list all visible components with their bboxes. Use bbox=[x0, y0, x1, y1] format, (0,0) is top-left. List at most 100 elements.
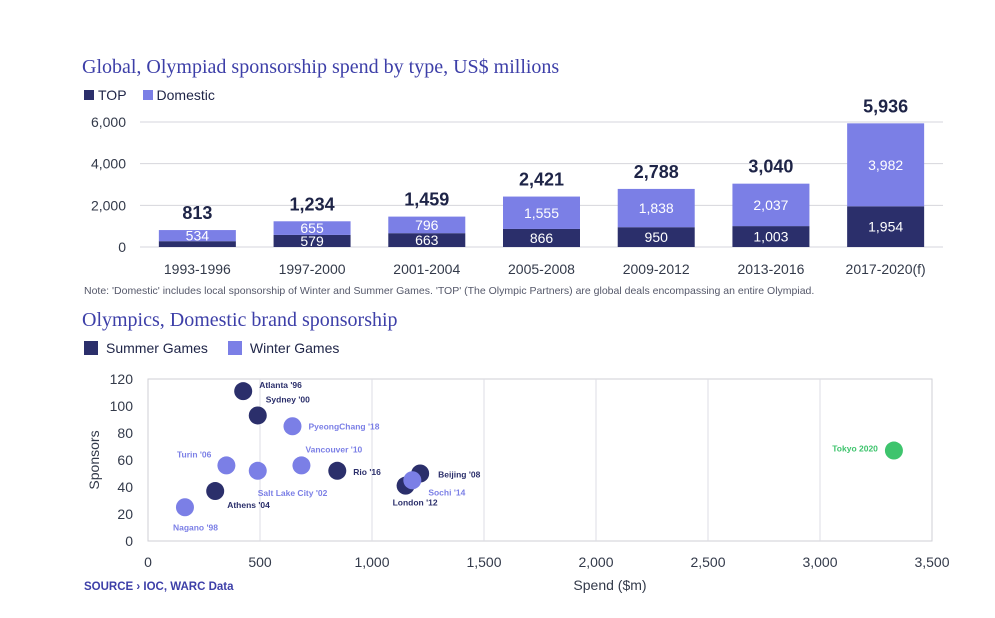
scatter-x-tick-label: 3,500 bbox=[914, 554, 949, 570]
domestic-legend-swatch bbox=[142, 90, 153, 100]
top-bar-segment bbox=[388, 233, 466, 247]
scatter-point-label: Sydney '00 bbox=[266, 394, 310, 404]
domestic-bar-segment bbox=[732, 183, 810, 227]
top-bar-segment bbox=[847, 206, 925, 247]
domestic-value-label: 1,555 bbox=[524, 205, 559, 221]
scatter-y-tick-label: 100 bbox=[110, 398, 134, 414]
scatter-point bbox=[884, 441, 903, 460]
domestic-bar-segment bbox=[158, 230, 236, 242]
bar-category-label: 1993-1996 bbox=[164, 261, 231, 277]
scatter-point-label: Salt Lake City '02 bbox=[258, 488, 328, 498]
bar-total-label: 3,040 bbox=[748, 157, 793, 177]
summer-legend-swatch bbox=[84, 341, 98, 355]
domestic-bar-segment bbox=[273, 221, 351, 235]
scatter-plot-frame bbox=[147, 378, 933, 542]
scatter-point-label: Sochi '14 bbox=[428, 487, 465, 497]
scatter-y-tick-label: 60 bbox=[117, 452, 133, 468]
scatter-x-tick-label: 2,500 bbox=[690, 554, 725, 570]
bar-y-tick-label: 4,000 bbox=[91, 156, 126, 172]
scatter-point bbox=[248, 406, 267, 425]
scatter-y-tick-label: 120 bbox=[110, 371, 134, 387]
scatter-x-axis-title: Spend ($m) bbox=[573, 577, 646, 593]
scatter-point-label: PyeongChang '18 bbox=[308, 421, 379, 431]
scatter-x-tick-label: 3,000 bbox=[802, 554, 837, 570]
scatter-point bbox=[403, 471, 422, 490]
scatter-point-label: Vancouver '10 bbox=[305, 444, 362, 454]
scatter-point-label: Turin '06 bbox=[177, 449, 212, 459]
top-bar-segment bbox=[158, 241, 236, 247]
source-note: SOURCE › IOC, WARC Data bbox=[84, 581, 234, 593]
scatter-x-tick-label: 500 bbox=[248, 554, 272, 570]
domestic-bar-segment bbox=[847, 123, 925, 207]
domestic-bar-segment bbox=[617, 188, 695, 228]
top-bar-segment bbox=[273, 234, 351, 247]
scatter-y-tick-label: 80 bbox=[117, 425, 133, 441]
top-bar-segment bbox=[617, 227, 695, 247]
bar-category-label: 1997-2000 bbox=[279, 261, 346, 277]
scatter-point bbox=[217, 456, 236, 475]
winter-legend-label: Winter Games bbox=[249, 340, 340, 356]
bar-total-label: 1,459 bbox=[404, 190, 449, 210]
domestic-value-label: 655 bbox=[300, 220, 324, 236]
top-legend-swatch bbox=[84, 90, 94, 100]
scatter-point-label: Rio '16 bbox=[353, 467, 381, 477]
top-legend-label: TOP bbox=[98, 87, 127, 103]
bar-category-label: 2009-2012 bbox=[623, 261, 690, 277]
bar-y-tick-label: 6,000 bbox=[91, 114, 126, 130]
bar-total-label: 1,234 bbox=[290, 194, 335, 214]
winter-legend-swatch bbox=[227, 341, 242, 355]
scatter-point-label: Athens '04 bbox=[227, 500, 270, 510]
scatter-x-tick-label: 2,000 bbox=[578, 554, 613, 570]
bar-category-label: 2013-2016 bbox=[737, 261, 804, 277]
top-value-label: 579 bbox=[300, 233, 324, 249]
top-value-label: 1,954 bbox=[868, 219, 903, 235]
top-value-label: 866 bbox=[530, 230, 554, 246]
scatter-y-tick-label: 20 bbox=[117, 506, 133, 522]
domestic-value-label: 3,982 bbox=[868, 157, 903, 173]
bar-chart-title: Global, Olympiad sponsorship spend by ty… bbox=[82, 56, 560, 78]
top-bar-segment bbox=[732, 226, 810, 247]
bar-y-tick-label: 0 bbox=[118, 239, 126, 255]
scatter-chart-legend: Summer Games Winter Games bbox=[84, 340, 339, 356]
domestic-legend-label: Domestic bbox=[156, 87, 215, 103]
domestic-bar-segment bbox=[503, 196, 580, 229]
scatter-y-tick-label: 40 bbox=[117, 479, 133, 495]
bar-chart-legend: TOP Domestic bbox=[84, 87, 215, 103]
scatter-point bbox=[206, 482, 225, 501]
domestic-value-label: 796 bbox=[415, 217, 439, 233]
scatter-point bbox=[248, 461, 267, 480]
top-bar-segment bbox=[503, 228, 580, 247]
scatter-point bbox=[234, 382, 253, 401]
top-value-label: 1,003 bbox=[753, 229, 788, 245]
scatter-x-tick-label: 1,000 bbox=[354, 554, 389, 570]
scatter-point-label: Nagano '98 bbox=[173, 522, 218, 532]
scatter-x-tick-label: 0 bbox=[144, 554, 152, 570]
domestic-value-label: 1,838 bbox=[639, 200, 674, 216]
bar-y-tick-label: 2,000 bbox=[91, 197, 126, 213]
domestic-value-label: 534 bbox=[186, 228, 210, 244]
bar-total-label: 2,788 bbox=[634, 162, 679, 182]
scatter-point-label: Beijing '08 bbox=[438, 470, 480, 480]
scatter-point-label: Atlanta '96 bbox=[259, 380, 302, 390]
domestic-value-label: 2,037 bbox=[753, 197, 788, 213]
scatter-point-label: Tokyo 2020 bbox=[832, 444, 878, 454]
domestic-bar-segment bbox=[388, 216, 466, 234]
scatter-y-axis-title: Sponsors bbox=[86, 430, 102, 489]
summer-legend-label: Summer Games bbox=[106, 340, 208, 356]
scatter-point bbox=[283, 417, 302, 436]
scatter-point bbox=[328, 461, 347, 480]
bar-total-label: 2,421 bbox=[519, 170, 564, 190]
bar-chart-note: Note: 'Domestic' includes local sponsors… bbox=[84, 285, 815, 297]
scatter-point bbox=[292, 456, 311, 475]
bar-category-label: 2017-2020(f) bbox=[846, 261, 926, 277]
bar-total-label: 5,936 bbox=[863, 96, 908, 116]
top-value-label: 950 bbox=[645, 229, 669, 245]
scatter-point-label: London '12 bbox=[393, 498, 438, 508]
bar-category-label: 2005-2008 bbox=[508, 261, 575, 277]
top-value-label: 663 bbox=[415, 232, 439, 248]
scatter-y-tick-label: 0 bbox=[125, 533, 133, 549]
scatter-point bbox=[175, 498, 194, 517]
